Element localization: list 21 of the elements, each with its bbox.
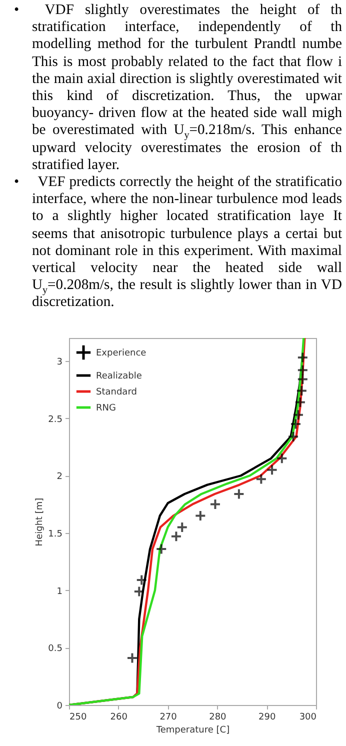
x-tick-label: 250 [70, 712, 87, 722]
x-tick-label: 260 [110, 712, 128, 722]
x-tick-label: 290 [258, 712, 276, 722]
y-tick-label: 1.5 [48, 529, 62, 540]
legend-label: Realizable [96, 371, 142, 382]
x-tick-label: 280 [209, 712, 227, 722]
y-tick-label: 0.5 [48, 644, 62, 654]
y-tick-label: 2 [56, 472, 62, 482]
text: • VEF predicts correctly the height of the stratificatio interface, where the non-linear turbulence mod leads to a slightly higher located stratification laye It seems that anisotropic turbulence plays a certai but not dominant role in this experiment. With maximal vertical velocity near the heated side wall U$_{y}$=0.208m/s, the result is slightly lower than in VD discretization. [14, 174, 342, 310]
legend-label: Experience [96, 348, 147, 358]
legend-label: Standard [96, 387, 137, 398]
y-tick-label: 3 [56, 357, 62, 368]
x-tick-label: 270 [160, 712, 178, 722]
y-axis-title: Height [m] [35, 497, 46, 546]
legend-label: RNG [96, 403, 116, 414]
y-tick-label: 2.5 [48, 414, 62, 424]
y-tick-label: 1 [56, 586, 62, 596]
x-axis-title: Temperature [C] [155, 725, 230, 736]
y-tick-label: 0 [56, 701, 63, 712]
x-tick-label: 300 [299, 712, 317, 722]
text: • VDF slightly overestimates the height of th stratification interface, independently of th modelling method for the turbulent Prandtl numbe This is most probably related to the fact that flow i the main axial direction is slightly overestimated wit this kind of discretization. Thus, the upwar buoyancy- driven flow at the heated side wall migh be overestimated with U$_{y}$=0.218m/s. This enhance upward velocity overestimates the erosion of th stratified layer. [14, 2, 342, 173]
